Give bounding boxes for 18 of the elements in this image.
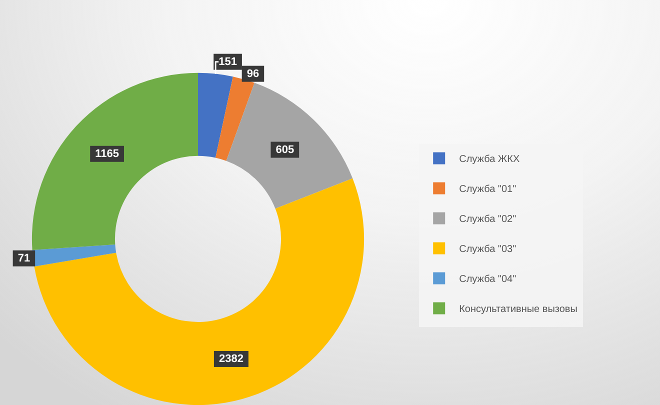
data-label: 151 [218,56,237,68]
legend-label: Служба "04" [459,274,517,286]
donut-slice [226,82,353,209]
legend-label: Служба "01" [459,184,517,196]
legend-label: Служба ЖКХ [459,154,520,166]
legend-label: Консультативные вызовы [459,304,578,316]
data-label: 71 [18,252,30,264]
donut-slice [34,178,364,405]
data-label: 2382 [218,352,244,365]
data-label: 96 [246,68,260,80]
donut-slice [215,76,254,161]
donut-slice [32,244,116,266]
legend-label: Служба "03" [459,244,517,256]
donut-slice [32,72,198,250]
donut-slice [198,72,233,158]
legend-label: Служба "02" [459,214,517,226]
data-label: 605 [276,144,294,156]
data-label: 1165 [95,148,119,160]
